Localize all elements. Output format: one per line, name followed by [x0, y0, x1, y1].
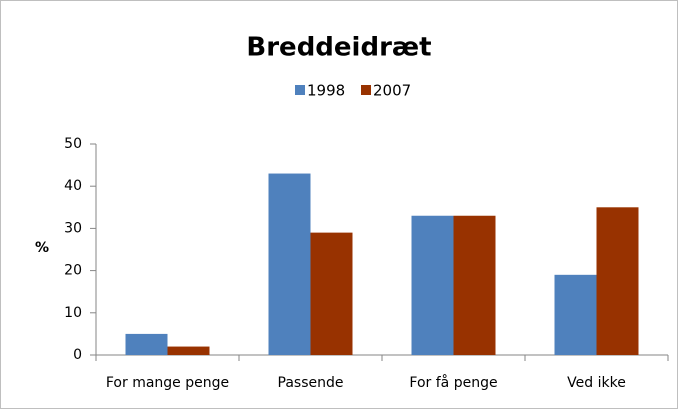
bar	[125, 333, 168, 355]
y-tick-label: 30	[64, 220, 82, 236]
y-tick-label: 40	[64, 178, 82, 194]
legend-swatch	[361, 85, 371, 95]
bar	[310, 232, 353, 355]
x-tick-label: For få penge	[409, 374, 497, 391]
y-tick-label: 20	[64, 263, 82, 279]
legend-label: 2007	[373, 82, 411, 100]
bar	[167, 346, 210, 355]
bar	[411, 215, 454, 355]
x-tick-label: Ved ikke	[567, 375, 626, 391]
legend-swatch	[295, 85, 305, 95]
y-tick-label: 10	[64, 305, 82, 321]
chart-title: Breddeidræt	[246, 33, 431, 63]
bar	[453, 215, 496, 355]
x-tick-label: Passende	[278, 375, 344, 391]
x-tick-label: For mange penge	[106, 375, 229, 391]
bar	[596, 207, 639, 355]
y-tick-label: 0	[73, 347, 82, 363]
legend-label: 1998	[307, 82, 345, 100]
bar	[554, 274, 597, 355]
y-axis-label: %	[35, 240, 49, 256]
y-tick-label: 50	[64, 136, 82, 152]
bar	[268, 173, 311, 355]
